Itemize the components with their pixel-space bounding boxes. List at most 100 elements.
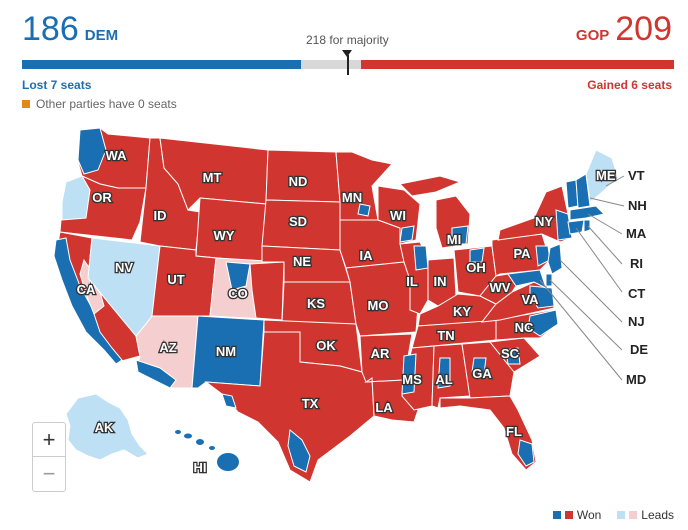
state-hi[interactable] xyxy=(175,430,239,471)
other-parties-swatch xyxy=(22,100,30,108)
ms-dem-district[interactable] xyxy=(401,353,417,395)
state-label-al: AL xyxy=(435,372,452,387)
state-label-oh: OH xyxy=(466,260,486,275)
state-label-la: LA xyxy=(375,400,393,415)
tx-dem-border[interactable] xyxy=(221,393,237,409)
state-label-az: AZ xyxy=(159,340,176,355)
mn-dem-district[interactable] xyxy=(357,203,371,217)
state-label-ct: CT xyxy=(628,286,645,301)
va-dem-district[interactable] xyxy=(529,285,555,309)
state-label-sc: SC xyxy=(501,346,520,361)
state-label-tx: TX xyxy=(302,396,319,411)
state-label-ca: CA xyxy=(77,282,96,297)
state-label-nh: NH xyxy=(628,198,647,213)
us-house-map[interactable]: WA OR CA NV ID MT WY UT AZ CO NM ND SD NE KS OK TX MN IA MO… xyxy=(0,110,688,530)
dem-label: DEM xyxy=(84,27,119,44)
mi-dem-district[interactable] xyxy=(451,225,469,245)
legend-dem-leads-swatch xyxy=(617,511,626,519)
state-label-mi: MI xyxy=(447,232,461,247)
state-ma[interactable] xyxy=(569,205,605,221)
state-label-hi: HI xyxy=(194,460,207,475)
results-header: 186 DEM 218 for majority GOP 209 Lost 7 … xyxy=(0,0,688,111)
dem-seats: 186 xyxy=(22,10,79,48)
seat-balance-bar xyxy=(22,55,674,75)
state-mn[interactable] xyxy=(335,151,393,221)
sc-dem-district[interactable] xyxy=(505,347,521,365)
state-label-wi: WI xyxy=(390,208,406,223)
co-dem-district[interactable] xyxy=(225,261,251,291)
state-md[interactable] xyxy=(507,269,547,289)
state-label-ms: MS xyxy=(402,372,422,387)
co-gop-district[interactable] xyxy=(249,261,285,321)
legend-gop-leads-swatch xyxy=(629,511,638,519)
zoom-control: + − xyxy=(32,422,66,492)
state-label-il: IL xyxy=(406,274,418,289)
gop-label: GOP xyxy=(575,27,610,44)
wa-dem-district[interactable] xyxy=(77,127,107,175)
gop-bar xyxy=(360,60,674,69)
or-dem-district[interactable] xyxy=(61,175,91,221)
ca-dem-coast[interactable] xyxy=(53,237,123,365)
state-label-wv: WV xyxy=(490,280,511,295)
il-dem-district[interactable] xyxy=(413,245,429,271)
nc-dem-district[interactable] xyxy=(527,309,559,337)
state-label-mn: MN xyxy=(342,190,362,205)
state-label-in: IN xyxy=(434,274,447,289)
al-dem-district[interactable] xyxy=(437,357,451,389)
mi-upper[interactable] xyxy=(398,175,462,197)
state-label-pa: PA xyxy=(513,246,531,261)
state-label-sd: SD xyxy=(289,214,307,229)
state-label-ky: KY xyxy=(453,304,471,319)
state-label-ne: NE xyxy=(293,254,311,269)
state-tx[interactable] xyxy=(204,331,375,483)
legend-dem-won-swatch xyxy=(552,511,561,519)
other-parties-note: Other parties have 0 seats xyxy=(22,97,177,111)
state-label-ks: KS xyxy=(307,296,325,311)
state-nh[interactable] xyxy=(575,173,591,209)
state-fl[interactable] xyxy=(439,395,537,471)
state-label-wy: WY xyxy=(214,228,235,243)
state-ct[interactable] xyxy=(567,219,585,235)
state-label-nd: ND xyxy=(289,174,308,189)
state-label-id: ID xyxy=(154,208,167,223)
ny-dem-district[interactable] xyxy=(555,209,573,241)
state-ri[interactable] xyxy=(583,219,591,233)
state-label-md: MD xyxy=(626,372,646,387)
northeast-labels: VT NH MA RI CT NJ DE MD ME xyxy=(595,167,649,387)
ga-dem-district[interactable] xyxy=(471,357,487,375)
map-legend: Won Leads xyxy=(552,508,674,522)
oh-dem-district[interactable] xyxy=(469,247,485,263)
state-label-fl: FL xyxy=(506,424,522,439)
state-label-ma: MA xyxy=(626,226,647,241)
state-label-wa: WA xyxy=(106,148,128,163)
state-label-or: OR xyxy=(92,190,112,205)
dem-seat-count: 186 DEM xyxy=(22,10,118,49)
state-label-co: CO xyxy=(228,286,248,301)
state-label-me: ME xyxy=(596,168,616,183)
state-ak[interactable] xyxy=(65,393,149,461)
state-de[interactable] xyxy=(545,273,553,287)
state-label-nc: NC xyxy=(515,320,534,335)
legend-gop-won-swatch xyxy=(564,511,573,519)
majority-label: 218 for majority xyxy=(306,33,389,47)
wi-dem-district[interactable] xyxy=(399,225,415,243)
map-svg[interactable]: WA OR CA NV ID MT WY UT AZ CO NM ND SD NE KS OK TX MN IA MO… xyxy=(0,110,688,530)
state-nj[interactable] xyxy=(547,243,563,275)
state-label-tn: TN xyxy=(437,328,454,343)
other-parties-text: Other parties have 0 seats xyxy=(36,97,177,111)
state-label-ar: AR xyxy=(371,346,390,361)
northeast-leaders xyxy=(539,175,625,381)
state-label-nj: NJ xyxy=(628,314,645,329)
zoom-in-button[interactable]: + xyxy=(42,426,56,452)
zoom-out-button[interactable]: − xyxy=(33,456,65,490)
state-me[interactable] xyxy=(585,149,619,203)
state-label-nm: NM xyxy=(216,344,236,359)
state-label-vt: VT xyxy=(628,168,645,183)
tx-dem-south[interactable] xyxy=(287,429,311,473)
state-label-ak: AK xyxy=(95,420,114,435)
state-label-mt: MT xyxy=(203,170,222,185)
state-label-de: DE xyxy=(630,342,648,357)
az-dem-district[interactable] xyxy=(135,359,177,389)
fl-dem-district[interactable] xyxy=(517,439,535,467)
state-label-ut: UT xyxy=(167,272,184,287)
